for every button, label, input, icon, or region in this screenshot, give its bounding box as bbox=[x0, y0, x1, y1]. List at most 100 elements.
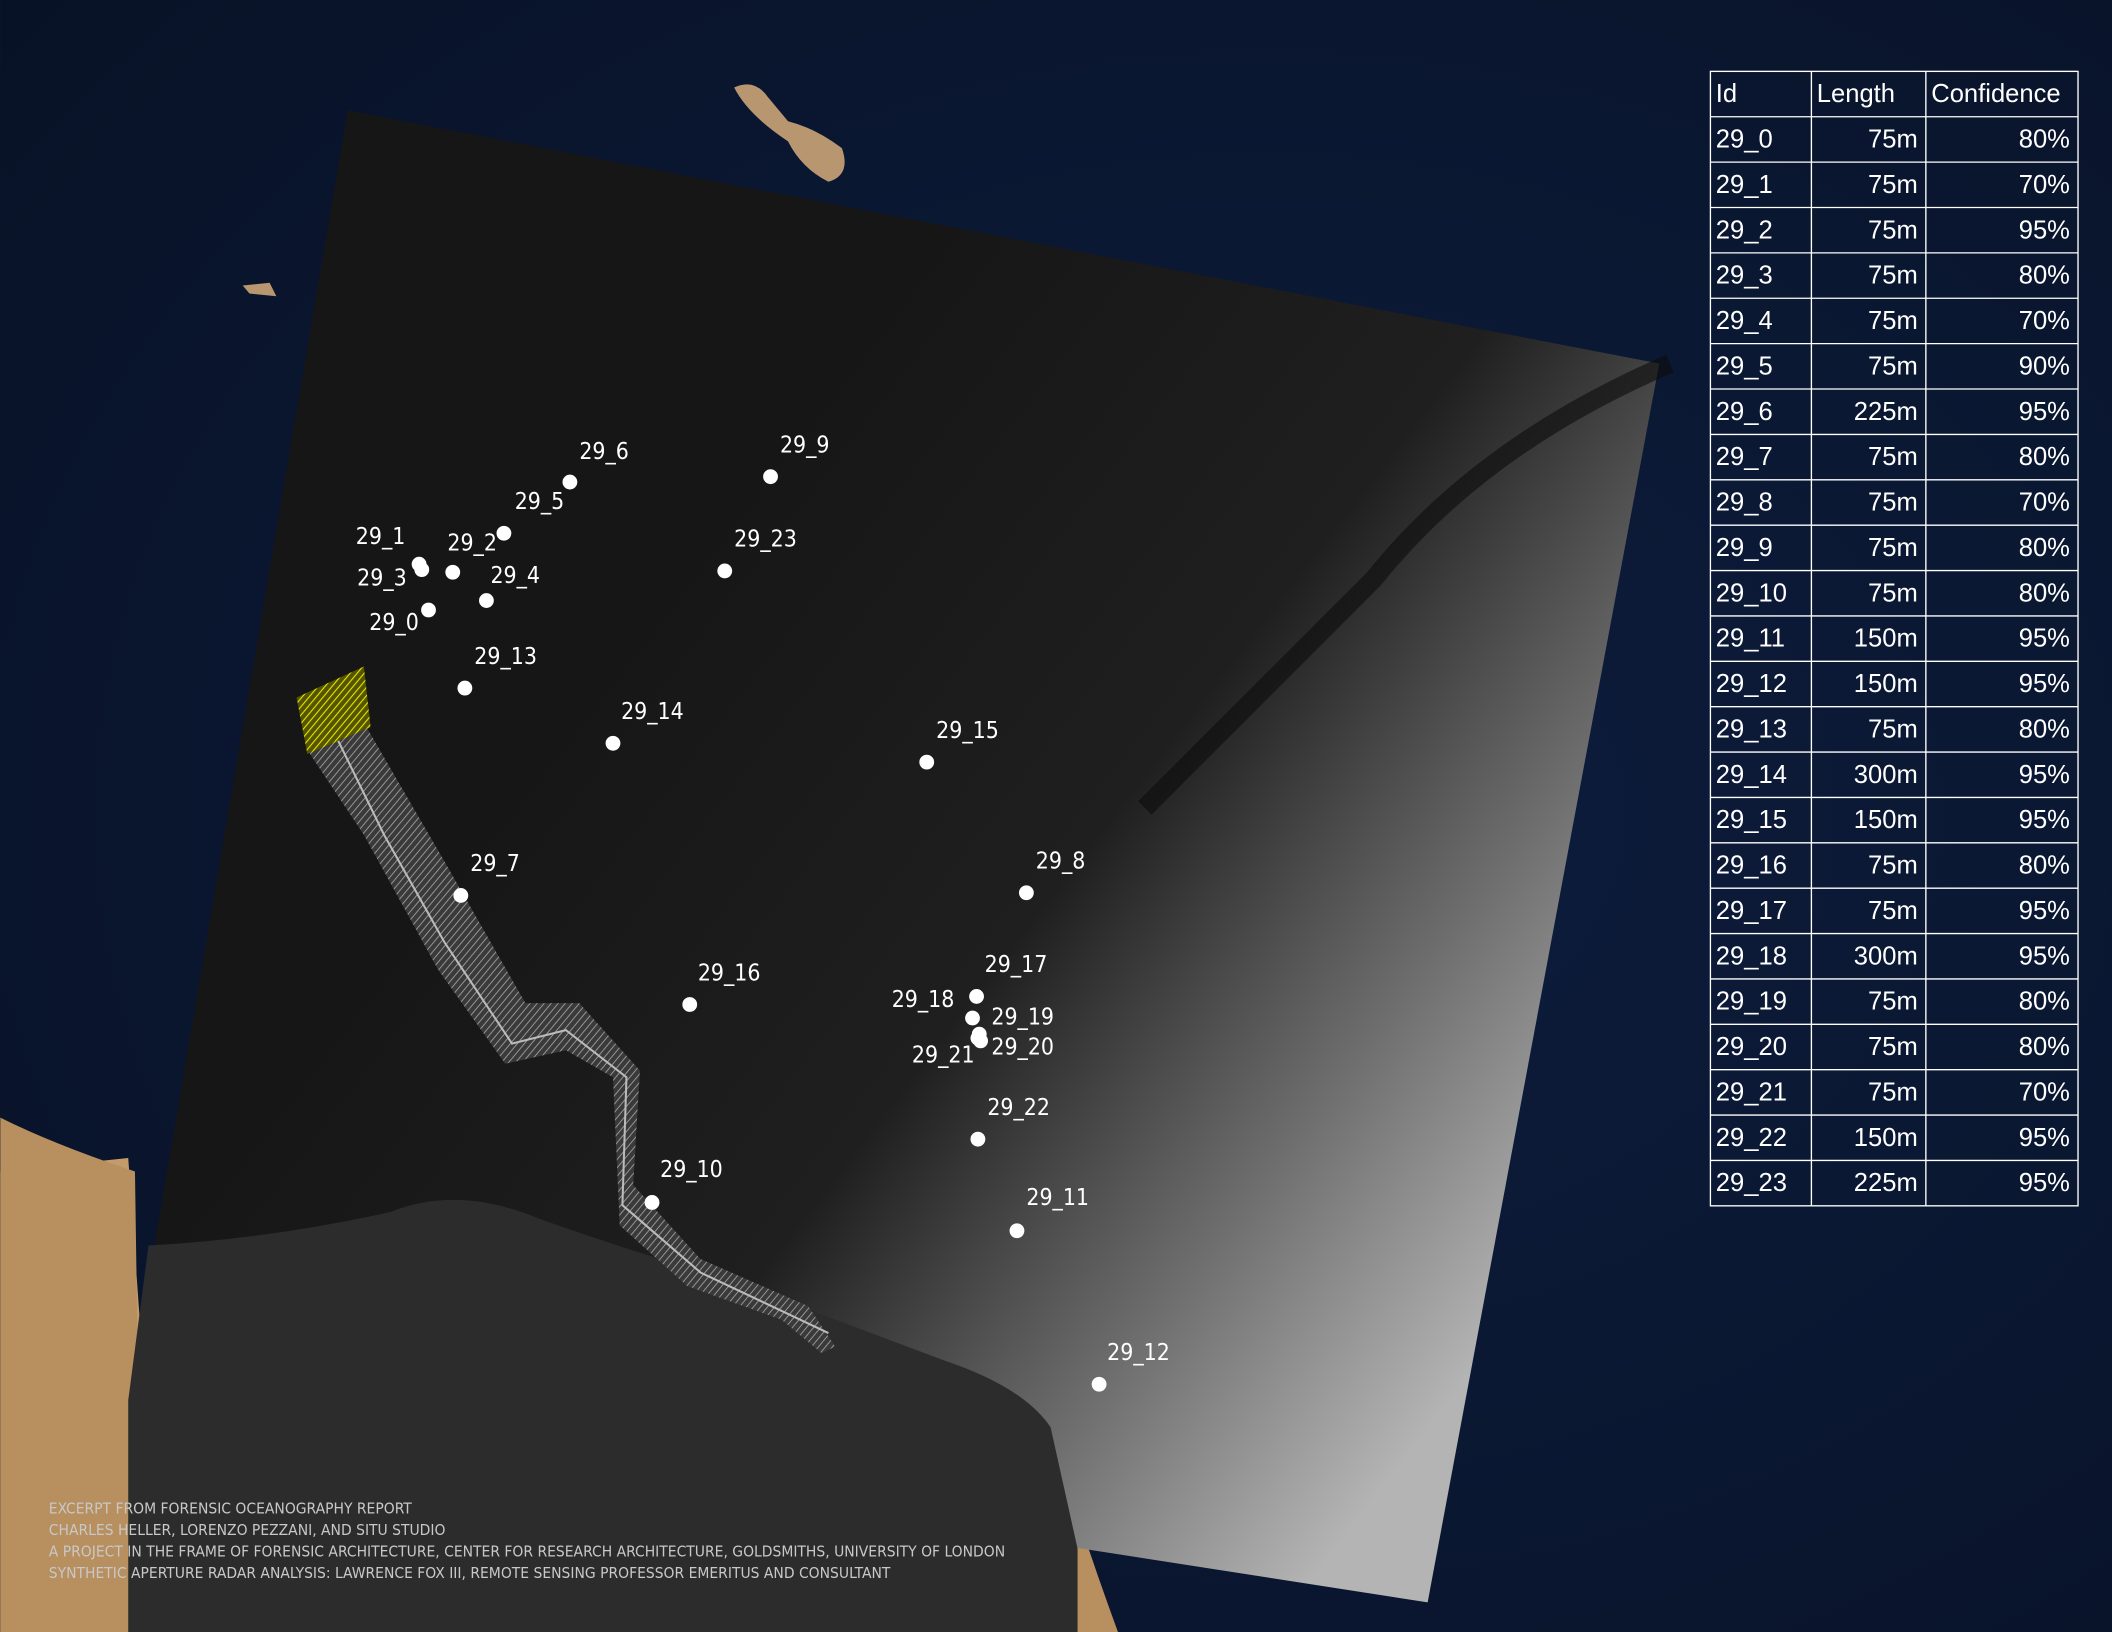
detection-point bbox=[644, 1195, 660, 1210]
detection-point bbox=[965, 1010, 980, 1026]
table-cell: 225m bbox=[1854, 1169, 1918, 1197]
table-cell: 29_12 bbox=[1716, 670, 1787, 698]
table-cell: 75m bbox=[1868, 1033, 1918, 1061]
point-label: 29_11 bbox=[1026, 1185, 1089, 1211]
detection-point bbox=[562, 474, 578, 490]
table-cell: 75m bbox=[1868, 897, 1918, 925]
detection-point bbox=[457, 680, 473, 696]
table-cell: 29_3 bbox=[1716, 262, 1773, 290]
point-label: 29_16 bbox=[698, 960, 761, 986]
table-cell: 75m bbox=[1868, 715, 1918, 743]
point-label: 29_9 bbox=[780, 432, 830, 458]
point-label: 29_12 bbox=[1107, 1340, 1170, 1366]
detection-point bbox=[1009, 1223, 1025, 1239]
table-cell: 29_15 bbox=[1716, 806, 1787, 834]
detection-point bbox=[445, 564, 461, 580]
table-cell: 90% bbox=[2019, 352, 2070, 380]
detection-point bbox=[453, 888, 469, 903]
point-label: 29_1 bbox=[356, 524, 406, 550]
table-cell: 95% bbox=[2019, 398, 2070, 426]
table-cell: 75m bbox=[1868, 852, 1918, 880]
credit-line: EXCERPT FROM FORENSIC OCEANOGRAPHY REPOR… bbox=[49, 1500, 412, 1518]
table-cell: 75m bbox=[1868, 534, 1918, 562]
table-cell: 80% bbox=[2019, 262, 2070, 290]
detection-point bbox=[479, 593, 494, 608]
table-cell: 80% bbox=[2019, 579, 2070, 607]
track bbox=[307, 710, 836, 1354]
table-cell: 29_4 bbox=[1716, 307, 1773, 335]
table-cell: 75m bbox=[1868, 579, 1918, 607]
table-cell: 70% bbox=[2019, 489, 2070, 517]
land bbox=[0, 1117, 142, 1632]
detection-point bbox=[496, 525, 512, 541]
table-cell: 29_14 bbox=[1716, 761, 1787, 789]
detection-point bbox=[1091, 1376, 1107, 1392]
table-cell: 29_23 bbox=[1716, 1169, 1787, 1197]
table-cell: 95% bbox=[2019, 806, 2070, 834]
table-cell: 75m bbox=[1868, 307, 1918, 335]
detection-point bbox=[414, 562, 430, 577]
table-cell: 150m bbox=[1854, 670, 1918, 698]
credit-line: A PROJECT IN THE FRAME OF FORENSIC ARCHI… bbox=[49, 1543, 1005, 1561]
table-cell: 70% bbox=[2019, 1078, 2070, 1106]
table-cell: 75m bbox=[1868, 489, 1918, 517]
detection-point bbox=[682, 997, 698, 1012]
table-cell: 225m bbox=[1854, 398, 1918, 426]
detection-point bbox=[605, 735, 621, 751]
table-cell: 75m bbox=[1868, 1078, 1918, 1106]
point-label: 29_3 bbox=[357, 566, 407, 592]
detection-point bbox=[763, 469, 778, 485]
table-cell: 75m bbox=[1868, 216, 1918, 244]
table-cell: 29_18 bbox=[1716, 942, 1787, 970]
table-cell: 29_5 bbox=[1716, 352, 1773, 380]
table-cell: 29_13 bbox=[1716, 715, 1787, 743]
point-label: 29_4 bbox=[490, 563, 540, 589]
table-header: Length bbox=[1817, 80, 1895, 108]
table-header: Confidence bbox=[1931, 80, 2060, 108]
table-cell: 300m bbox=[1854, 942, 1918, 970]
point-label: 29_22 bbox=[987, 1095, 1050, 1121]
point-label: 29_14 bbox=[621, 699, 684, 725]
table-cell: 29_17 bbox=[1716, 897, 1787, 925]
point-label: 29_0 bbox=[369, 610, 419, 636]
table-cell: 80% bbox=[2019, 443, 2070, 471]
table-cell: 29_8 bbox=[1716, 489, 1773, 517]
table-cell: 150m bbox=[1854, 806, 1918, 834]
table-cell: 95% bbox=[2019, 942, 2070, 970]
track-center bbox=[330, 726, 829, 1334]
point-label: 29_20 bbox=[991, 1034, 1054, 1060]
table-cell: 75m bbox=[1868, 126, 1918, 154]
detection-point bbox=[1018, 885, 1034, 901]
detection-point bbox=[717, 563, 733, 579]
point-label: 29_2 bbox=[447, 531, 497, 557]
point-label: 29_19 bbox=[991, 1005, 1054, 1031]
point-label: 29_10 bbox=[660, 1157, 723, 1183]
table-cell: 29_1 bbox=[1716, 171, 1773, 199]
table-cell: 150m bbox=[1854, 625, 1918, 653]
credit-line: CHARLES HELLER, LORENZO PEZZANI, AND SIT… bbox=[49, 1521, 446, 1539]
table bbox=[1709, 70, 2079, 1207]
table-cell: 70% bbox=[2019, 307, 2070, 335]
table-cell: 80% bbox=[2019, 852, 2070, 880]
table-cell: 29_19 bbox=[1716, 988, 1787, 1016]
island bbox=[242, 282, 277, 297]
table-cell: 29_20 bbox=[1716, 1033, 1787, 1061]
point-label: 29_5 bbox=[515, 489, 565, 515]
table-cell: 80% bbox=[2019, 1033, 2070, 1061]
table-cell: 29_11 bbox=[1716, 625, 1785, 653]
detection-point bbox=[970, 1030, 986, 1046]
point-label: 29_23 bbox=[734, 527, 797, 553]
table-cell: 95% bbox=[2019, 761, 2070, 789]
table-cell: 95% bbox=[2019, 1169, 2070, 1197]
table-cell: 75m bbox=[1868, 171, 1918, 199]
detection-point bbox=[919, 754, 935, 770]
table-cell: 95% bbox=[2019, 670, 2070, 698]
track-start bbox=[296, 666, 371, 755]
table-cell: 150m bbox=[1854, 1124, 1918, 1152]
table-cell: 29_0 bbox=[1716, 126, 1773, 154]
table-cell: 300m bbox=[1854, 761, 1918, 789]
table-cell: 29_16 bbox=[1716, 852, 1787, 880]
table-cell: 29_2 bbox=[1716, 216, 1773, 244]
